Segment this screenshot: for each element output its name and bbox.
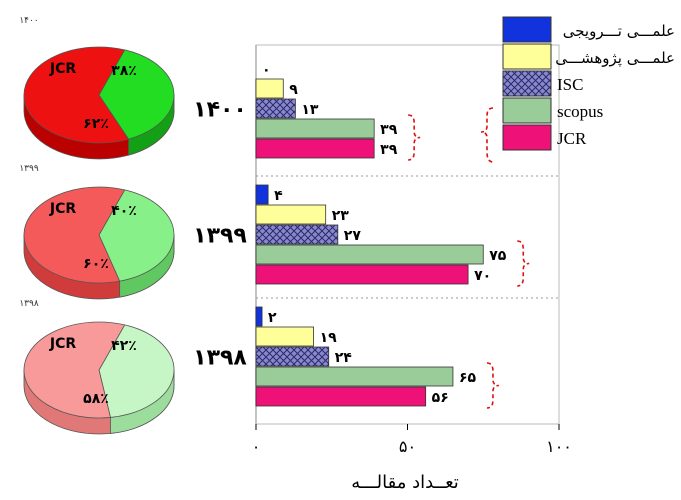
red-bracket-legend [480, 107, 494, 163]
bar-value-label: ۳۹ [380, 122, 398, 138]
pie-slice-other [98, 189, 175, 282]
bar-value-label: ۳۹ [380, 142, 398, 158]
bar-value-label: ۹ [289, 82, 298, 98]
legend-swatch-jcr [502, 124, 552, 151]
year-label: ۱۴۰۰ [193, 98, 247, 123]
pie-year-label: ۱۳۹۸ [19, 299, 39, 309]
bar-scopus [255, 366, 454, 387]
bar-isc [255, 98, 296, 119]
bar-jcr [255, 264, 469, 285]
year-label: ۱۳۹۹ [193, 224, 247, 249]
pie-year-label: ۱۳۹۹ [19, 164, 39, 174]
bar-value-label: ۱۹ [320, 330, 338, 346]
red-bracket [517, 240, 530, 287]
pie-jcr-label: JCR [49, 61, 76, 77]
bar-isc [255, 224, 339, 245]
legend-label-scientific_research: علمـــی پژوهشـــی [555, 49, 675, 68]
bar-value-label: ۵۶ [432, 390, 449, 406]
bar-scientific_research [255, 326, 314, 347]
red-bracket [408, 114, 421, 161]
pie-chart: JCR ۴۲٪ ۵۸٪ ۱۳۹۸ [19, 299, 175, 435]
red-bracket [486, 362, 499, 409]
bar-plot-area: ۰ ۹۱۳ ۳۹ ۳۹ ۱۴۰۰ ۴ ۲۳ ۲۷ ۷۵ ۷۰ ۱۳۹۹ ۲ ۱۹ ۲۴ ۶۵ ۵۶ ۱۳۹۸ [193, 44, 560, 425]
pie-chart: JCR ۴۰٪ ۶۰٪ ۱۳۹۹ [19, 164, 175, 300]
legend-swatch-scientific_promotional [502, 16, 552, 43]
pie-pct-other: ۳۸٪ [111, 63, 137, 79]
x-tick-label: ۱۰۰ [546, 437, 572, 456]
bar-scientific_promotional [255, 306, 263, 327]
x-axis-title: تعــداد مقالـــه [351, 472, 459, 493]
bar-value-label: ۷۰ [474, 268, 491, 284]
pie-slice-jcr [23, 186, 126, 284]
legend-label-scopus: scopus [557, 102, 603, 121]
legend-label-jcr: JCR [557, 129, 587, 148]
bar-jcr [255, 138, 375, 159]
bar-value-label: ۲۳ [332, 208, 350, 224]
pie-slice-other [98, 324, 175, 418]
pie-pct-jcr: ۵۸٪ [83, 391, 109, 407]
bar-scientific_research [255, 78, 284, 99]
pie-chart: JCR ۳۸٪ ۶۲٪ ۱۴۰۰ [19, 16, 175, 160]
bar-value-label: ۰ [262, 62, 271, 78]
legend-swatch-scientific_research [502, 43, 552, 70]
pie-pct-jcr: ۶۰٪ [83, 256, 109, 272]
x-axis: تعــداد مقالـــه ۰ ۵۰ ۱۰۰ [252, 424, 572, 493]
year-label: ۱۳۹۸ [193, 346, 247, 371]
bar-value-label: ۷۵ [489, 248, 507, 264]
legend-label-isc: ISC [557, 75, 583, 94]
pie-pct-other: ۴۰٪ [111, 203, 137, 219]
bar-isc [255, 346, 330, 367]
pie-slice-other [98, 49, 175, 140]
bar-scientific_promotional [255, 184, 269, 205]
pie-charts: JCR ۳۸٪ ۶۲٪ ۱۴۰۰ JCR ۴۰٪ ۶۰٪ ۱۳۹۹ JCR ۴۲٪ ۵۸٪ ۱۳۹۸ [19, 16, 175, 435]
x-tick-label: ۰ [252, 437, 261, 456]
pie-slice-jcr [23, 46, 130, 144]
pie-pct-other: ۴۲٪ [111, 338, 137, 354]
bar-value-label: ۲۷ [344, 228, 362, 244]
bar-value-label: ۲۴ [335, 350, 353, 366]
pie-pct-jcr: ۶۲٪ [83, 116, 109, 132]
pie-jcr-label: JCR [49, 336, 76, 352]
pie-slice-jcr [23, 321, 126, 419]
x-tick-label: ۵۰ [399, 437, 416, 456]
bar-scientific_research [255, 204, 327, 225]
bar-value-label: ۶۵ [459, 370, 477, 386]
bar-value-label: ۱۳ [301, 102, 319, 118]
bar-scopus [255, 244, 484, 265]
pie-year-label: ۱۴۰۰ [19, 16, 38, 26]
legend-swatch-isc [502, 70, 552, 97]
legend: علمـــی تـــرویجی علمـــی پژوهشـــی ISC sco… [502, 16, 675, 151]
bar-value-label: ۴ [274, 188, 283, 204]
legend-label-scientific_promotional: علمـــی تـــرویجی [563, 22, 675, 40]
legend-swatch-scopus [502, 97, 552, 124]
pie-jcr-label: JCR [49, 201, 76, 217]
bar-value-label: ۲ [268, 310, 277, 326]
bar-jcr [255, 386, 427, 407]
bar-scopus [255, 118, 375, 139]
